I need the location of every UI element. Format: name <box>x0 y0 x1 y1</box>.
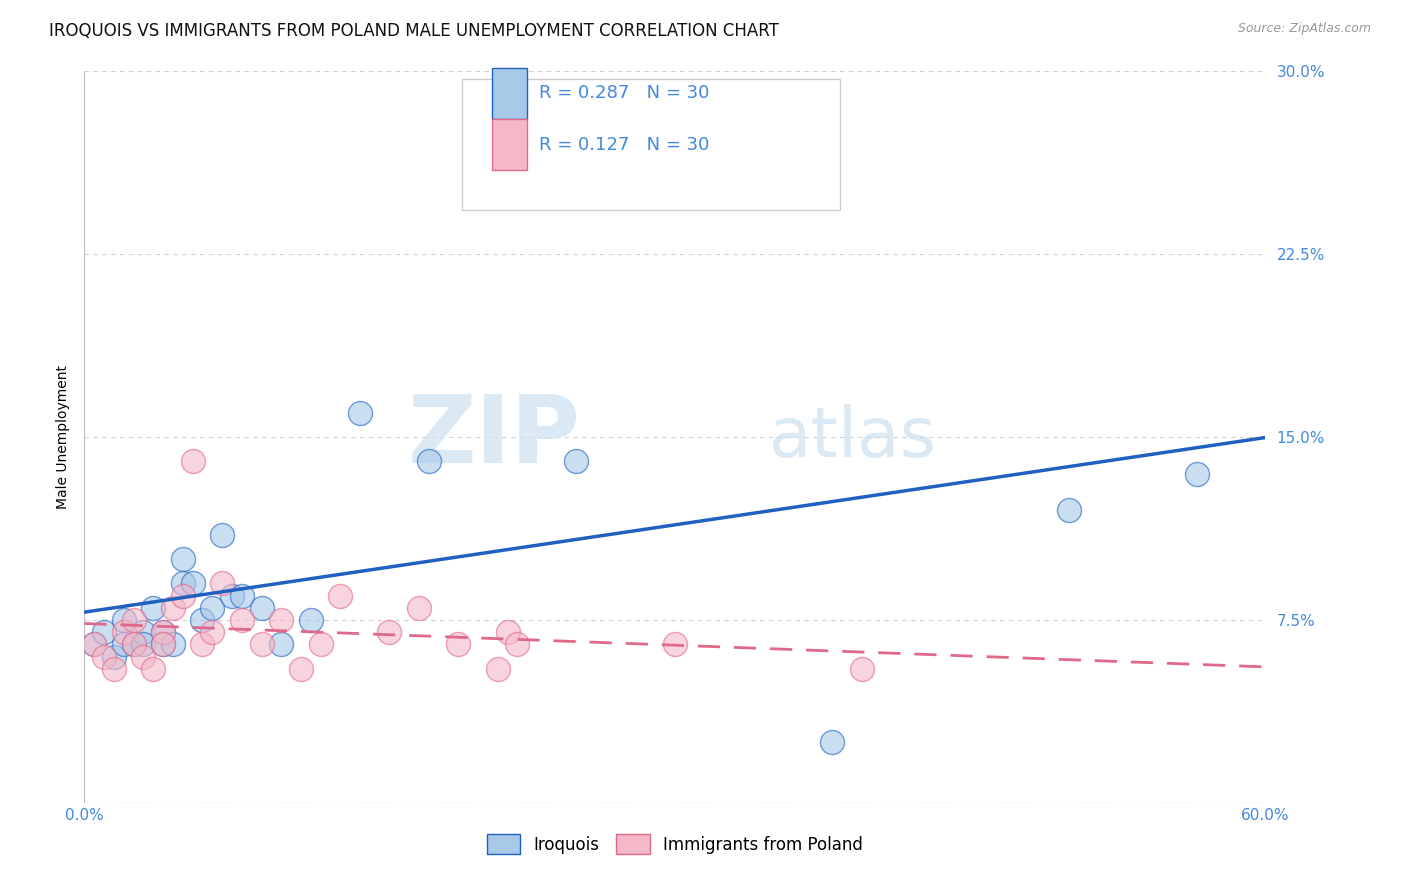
Point <box>191 637 214 651</box>
Point <box>103 662 125 676</box>
Point <box>191 613 214 627</box>
Point <box>201 625 224 640</box>
Point <box>162 637 184 651</box>
Text: Source: ZipAtlas.com: Source: ZipAtlas.com <box>1237 22 1371 36</box>
Point <box>378 625 401 640</box>
Text: atlas: atlas <box>769 403 938 471</box>
Point <box>152 637 174 651</box>
Point <box>231 613 253 627</box>
Point <box>152 625 174 640</box>
Point <box>447 637 470 651</box>
Point <box>132 649 155 664</box>
Point <box>112 637 135 651</box>
Point <box>152 637 174 651</box>
Point <box>181 454 204 468</box>
Point <box>122 637 145 651</box>
Text: ZIP: ZIP <box>408 391 581 483</box>
Point <box>112 625 135 640</box>
Point <box>122 613 145 627</box>
Point <box>172 552 194 566</box>
Point <box>172 576 194 591</box>
Point <box>349 406 371 420</box>
FancyBboxPatch shape <box>492 119 527 170</box>
Point <box>152 625 174 640</box>
Point <box>418 454 440 468</box>
Text: IROQUOIS VS IMMIGRANTS FROM POLAND MALE UNEMPLOYMENT CORRELATION CHART: IROQUOIS VS IMMIGRANTS FROM POLAND MALE … <box>49 22 779 40</box>
Point <box>122 637 145 651</box>
Point <box>142 600 165 615</box>
Point <box>496 625 519 640</box>
Point <box>821 735 844 749</box>
Point <box>565 454 588 468</box>
Legend: Iroquois, Immigrants from Poland: Iroquois, Immigrants from Poland <box>481 828 869 860</box>
Point <box>172 589 194 603</box>
Point <box>83 637 105 651</box>
Point <box>221 589 243 603</box>
Point <box>270 613 292 627</box>
Point <box>211 576 233 591</box>
Point <box>250 637 273 651</box>
Point <box>93 649 115 664</box>
Point <box>1057 503 1080 517</box>
Point <box>231 589 253 603</box>
Point <box>329 589 352 603</box>
Point <box>486 662 509 676</box>
Point <box>299 613 322 627</box>
Point <box>201 600 224 615</box>
FancyBboxPatch shape <box>492 68 527 119</box>
Point <box>506 637 529 651</box>
Point <box>181 576 204 591</box>
Y-axis label: Male Unemployment: Male Unemployment <box>56 365 70 509</box>
Point <box>132 625 155 640</box>
FancyBboxPatch shape <box>463 78 841 211</box>
Point <box>142 662 165 676</box>
Text: R = 0.127   N = 30: R = 0.127 N = 30 <box>538 136 710 153</box>
Point <box>112 613 135 627</box>
Point <box>103 649 125 664</box>
Point <box>162 600 184 615</box>
Point <box>83 637 105 651</box>
Point <box>211 527 233 541</box>
Text: R = 0.287   N = 30: R = 0.287 N = 30 <box>538 85 710 103</box>
Point <box>851 662 873 676</box>
Point <box>664 637 686 651</box>
Point <box>93 625 115 640</box>
Point <box>1185 467 1208 481</box>
Point <box>309 637 332 651</box>
Point <box>486 125 509 139</box>
Point <box>132 637 155 651</box>
Point <box>408 600 430 615</box>
Point <box>270 637 292 651</box>
Point <box>290 662 312 676</box>
Point <box>250 600 273 615</box>
